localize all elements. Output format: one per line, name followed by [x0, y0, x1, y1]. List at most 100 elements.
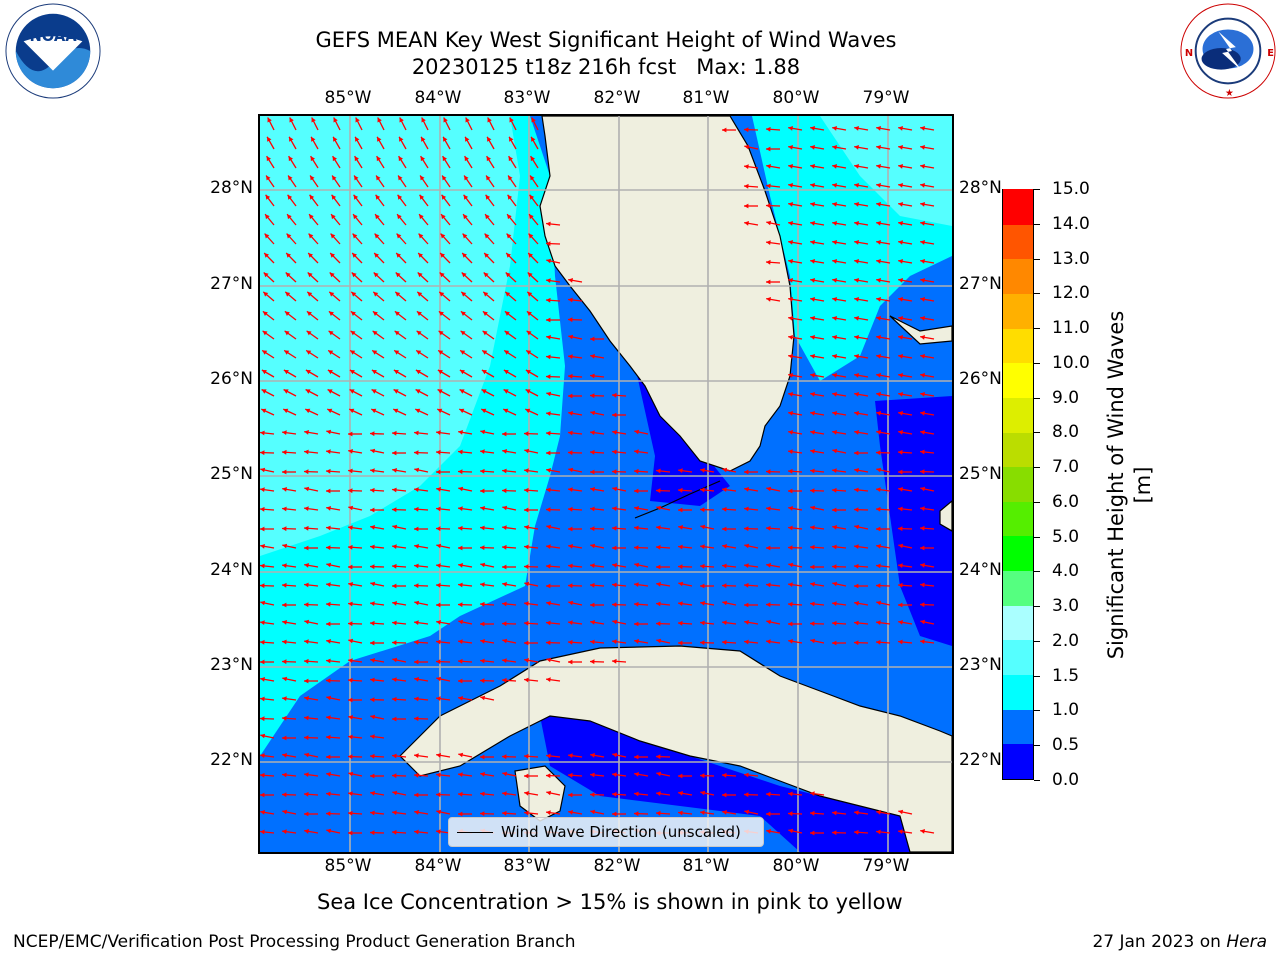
wave-direction-arrowhead [309, 194, 315, 200]
wave-direction-arrowhead [419, 214, 424, 220]
lat-tick-label-left: 24°N [210, 560, 253, 580]
wave-direction-arrowhead [282, 659, 287, 665]
wave-direction-arrowhead [480, 791, 485, 797]
wave-direction-arrowhead [372, 330, 378, 336]
wave-direction-arrowhead [436, 753, 441, 758]
wave-direction-arrowhead [678, 601, 683, 606]
colorbar-segment [1003, 674, 1033, 710]
wave-direction-arrowhead [876, 164, 881, 169]
wave-direction-arrowhead [282, 696, 287, 701]
wave-direction-arrowhead [284, 350, 290, 355]
wave-direction-arrowhead [656, 564, 661, 570]
wave-direction-arrowhead [568, 297, 573, 303]
wave-direction-arrowhead [486, 156, 491, 162]
wave-zone-1.5-2.0 [260, 116, 520, 556]
wave-direction-arrowhead [744, 526, 749, 532]
svg-text:★: ★ [1225, 88, 1234, 99]
wave-direction-arrowhead [876, 373, 881, 378]
wave-direction-arrowhead [458, 486, 464, 492]
wave-direction-arrowhead [392, 810, 397, 815]
wave-direction-arrowhead [482, 350, 488, 355]
wave-direction-arrowhead [744, 144, 750, 150]
wave-direction-arrowhead [260, 467, 266, 473]
wave-direction-arrowhead [810, 505, 816, 511]
wave-direction-arrowhead [788, 183, 793, 188]
wave-direction-arrowhead [876, 221, 881, 226]
wave-direction-arrowhead [282, 563, 287, 568]
wave-direction-arrowhead [568, 467, 574, 473]
wave-direction-arrowhead [436, 620, 441, 625]
wave-direction-arrowhead [348, 771, 354, 777]
wave-direction-arrowhead [744, 543, 750, 549]
wave-direction-arrowhead [458, 678, 463, 684]
wave-direction-arrowhead [350, 311, 356, 316]
wave-direction-arrowhead [700, 640, 705, 646]
wave-direction-arrowhead [260, 563, 265, 569]
wave-direction-arrowhead [766, 619, 772, 625]
wave-direction-arrowhead [546, 278, 551, 283]
wave-direction-arrowhead [546, 753, 551, 759]
wave-direction-arrowhead [370, 658, 375, 663]
wave-direction-arrowhead [329, 291, 335, 297]
wave-direction-arrowhead [810, 791, 815, 796]
wave-direction-arrowhead [854, 354, 859, 359]
wave-direction-arrowhead [568, 354, 573, 359]
wave-direction-arrowhead [700, 601, 705, 606]
wave-direction-arrowhead [460, 350, 466, 355]
wave-direction-arrowhead [327, 370, 333, 375]
wave-direction-arrowhead [414, 563, 419, 569]
wave-direction-arrowhead [399, 117, 404, 123]
legend-line-symbol [457, 832, 493, 833]
wave-direction-arrowhead [788, 145, 793, 150]
wave-direction-arrowhead [656, 488, 661, 494]
wave-direction-arrowhead [260, 600, 266, 606]
wave-direction-arrowhead [440, 253, 445, 258]
wave-direction-arrowhead [326, 545, 331, 551]
wave-direction-arrowhead [505, 291, 511, 297]
wave-direction-arrowhead [394, 330, 400, 336]
wave-direction-arrowhead [920, 829, 925, 834]
wave-direction-arrowhead [810, 373, 815, 378]
wave-direction-arrowhead [260, 487, 265, 492]
wave-direction-arrowhead [326, 562, 332, 568]
wave-direction-arrowhead [326, 695, 332, 701]
wave-direction-arrowhead [326, 811, 331, 817]
wave-direction-arrowhead [898, 543, 904, 549]
wave-direction-arrowhead [414, 716, 419, 722]
wave-direction-arrowhead [788, 411, 793, 416]
colorbar-tick-mark [1034, 467, 1040, 469]
wave-direction-arrowhead [832, 468, 837, 473]
wave-direction-arrowhead [370, 677, 375, 683]
wave-direction-arrowhead [920, 202, 925, 207]
colorbar-segment [1003, 570, 1033, 606]
wave-direction-arrowhead [329, 272, 335, 278]
wave-direction-arrowhead [546, 657, 552, 663]
colorbar-tick-label: 0.0 [1052, 770, 1080, 790]
wave-direction-arrowhead [395, 272, 401, 278]
wave-direction-arrowhead [458, 658, 463, 664]
wave-direction-arrowhead [898, 620, 903, 625]
lon-tick-label-top: 85°W [324, 88, 372, 108]
wave-direction-arrowhead [898, 278, 903, 283]
wave-direction-arrowhead [348, 601, 353, 607]
wave-direction-arrowhead [458, 752, 464, 758]
wave-direction-arrowhead [788, 297, 793, 302]
wave-direction-arrowhead [678, 487, 683, 493]
wave-direction-arrowhead [458, 449, 463, 455]
wave-direction-arrowhead [612, 525, 617, 531]
wave-direction-arrowhead [568, 450, 573, 456]
lon-tick-label-top: 80°W [772, 88, 820, 108]
wave-direction-arrowhead [438, 350, 444, 355]
wave-direction-arrowhead [590, 449, 595, 455]
wave-direction-arrowhead [766, 183, 771, 189]
wave-direction-arrowhead [832, 581, 838, 587]
wave-direction-arrowhead [568, 563, 573, 569]
wave-direction-arrowhead [854, 126, 859, 131]
wave-direction-arrowhead [546, 374, 551, 380]
bahamas-island [939, 500, 952, 532]
lat-tick-label-left: 25°N [210, 464, 253, 484]
wave-direction-arrowhead [438, 311, 444, 316]
wave-direction-arrowhead [744, 809, 750, 815]
colorbar-tick-label: 5.0 [1052, 526, 1080, 547]
wave-direction-arrowhead [392, 583, 397, 589]
